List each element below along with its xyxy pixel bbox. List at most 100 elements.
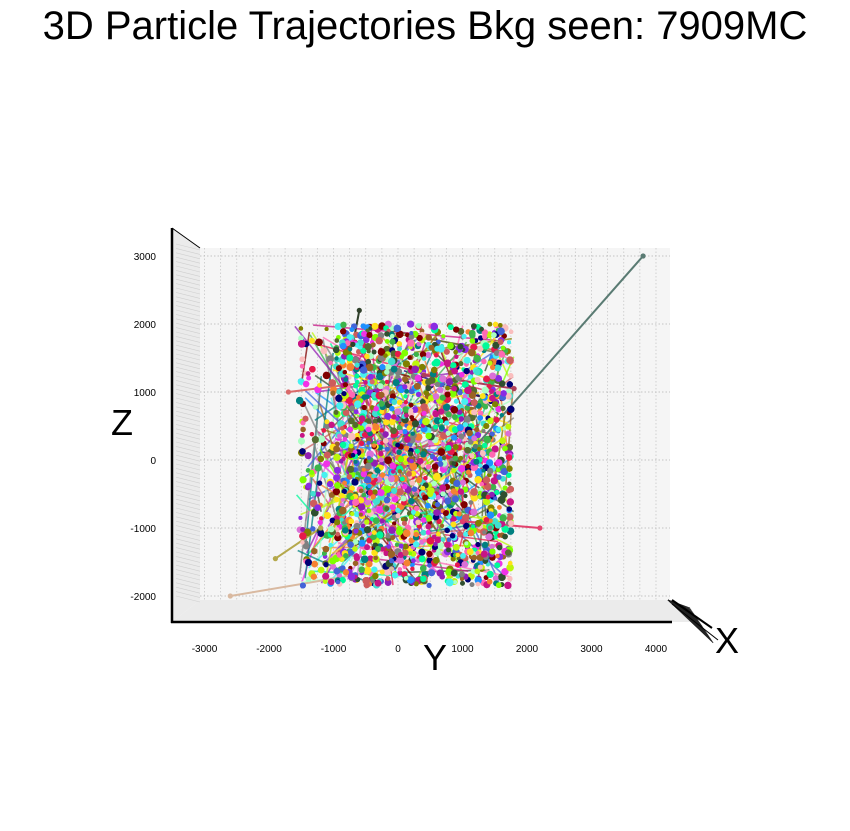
data-point [464, 447, 471, 454]
data-point [355, 471, 360, 476]
wall-grid-line [175, 459, 201, 466]
data-point [403, 559, 411, 567]
data-point [482, 442, 488, 449]
data-point [427, 563, 432, 568]
data-point [482, 342, 490, 350]
data-point [397, 567, 402, 572]
data-point [334, 534, 342, 542]
data-point [375, 545, 381, 552]
wall-grid-line [175, 586, 201, 594]
data-point [407, 451, 414, 457]
wall-grid-line [175, 454, 201, 462]
data-point [398, 543, 404, 549]
wall-grid-line [175, 375, 201, 383]
data-point [364, 519, 370, 525]
data-point [415, 519, 421, 526]
data-point [483, 575, 489, 580]
data-point [477, 415, 483, 421]
data-point [335, 579, 341, 585]
data-point [430, 322, 439, 331]
data-point [328, 360, 333, 366]
data-point [491, 332, 497, 338]
wall-grid-line [175, 371, 201, 378]
data-point [338, 506, 347, 515]
data-point [508, 329, 514, 334]
data-point [336, 402, 344, 410]
wall-grid-line [175, 265, 201, 273]
data-point [481, 468, 486, 473]
data-point [333, 567, 341, 575]
data-point [463, 415, 471, 423]
wall-grid-line [175, 344, 201, 352]
data-point [494, 489, 500, 496]
data-point [321, 471, 328, 479]
data-point [390, 427, 398, 435]
data-point [500, 467, 508, 476]
data-point [299, 448, 306, 455]
data-point [350, 452, 356, 458]
data-point [376, 506, 384, 514]
data-point [451, 468, 457, 473]
data-point [311, 548, 318, 555]
data-point [434, 381, 441, 387]
data-point [374, 467, 381, 474]
data-point [372, 572, 379, 580]
data-point [416, 477, 423, 484]
data-point [361, 550, 367, 556]
data-point [496, 474, 502, 480]
wall-grid-line [175, 287, 201, 295]
data-point [479, 481, 484, 487]
data-point [475, 542, 481, 548]
data-point [471, 554, 477, 561]
data-point [464, 541, 469, 546]
data-point [373, 406, 379, 412]
data-point [397, 399, 403, 406]
data-point [379, 518, 385, 524]
data-point [363, 566, 372, 575]
data-point [383, 418, 390, 426]
data-point [299, 364, 305, 369]
data-point [425, 432, 432, 439]
data-point [456, 556, 461, 561]
data-point [481, 386, 489, 394]
wall-grid-line [175, 340, 201, 348]
data-point [396, 330, 404, 338]
data-point [304, 558, 312, 566]
data-point [416, 391, 422, 397]
trajectory-line [312, 478, 332, 508]
data-point [453, 479, 461, 487]
data-point [476, 446, 481, 451]
wall-grid-line [175, 305, 201, 312]
data-point [367, 430, 373, 437]
wall-grid-line [175, 441, 201, 449]
wall-grid-line [175, 529, 201, 537]
data-point [299, 356, 306, 363]
data-point [387, 357, 396, 366]
data-point [445, 411, 452, 418]
data-point [298, 335, 304, 341]
data-point [477, 494, 482, 499]
wall-grid-line [175, 292, 201, 299]
data-point [436, 542, 444, 550]
data-point [384, 506, 390, 512]
data-point [402, 543, 409, 550]
data-point [433, 472, 441, 481]
data-point [486, 570, 494, 578]
data-point [353, 383, 359, 389]
data-point [481, 429, 486, 433]
z-tick-label: -1000 [130, 524, 156, 535]
data-point [404, 413, 409, 418]
data-point [506, 443, 513, 451]
data-point [451, 461, 457, 466]
data-point [375, 336, 383, 345]
wall-grid-line [175, 564, 201, 572]
data-point [397, 455, 405, 463]
data-point [394, 408, 401, 415]
data-point [422, 494, 429, 501]
y-tick-label: 1000 [451, 644, 474, 655]
data-point [408, 402, 414, 408]
data-point [502, 533, 508, 540]
data-point [473, 368, 481, 376]
wall-grid-line [175, 322, 201, 330]
wall-grid-line [175, 582, 201, 590]
